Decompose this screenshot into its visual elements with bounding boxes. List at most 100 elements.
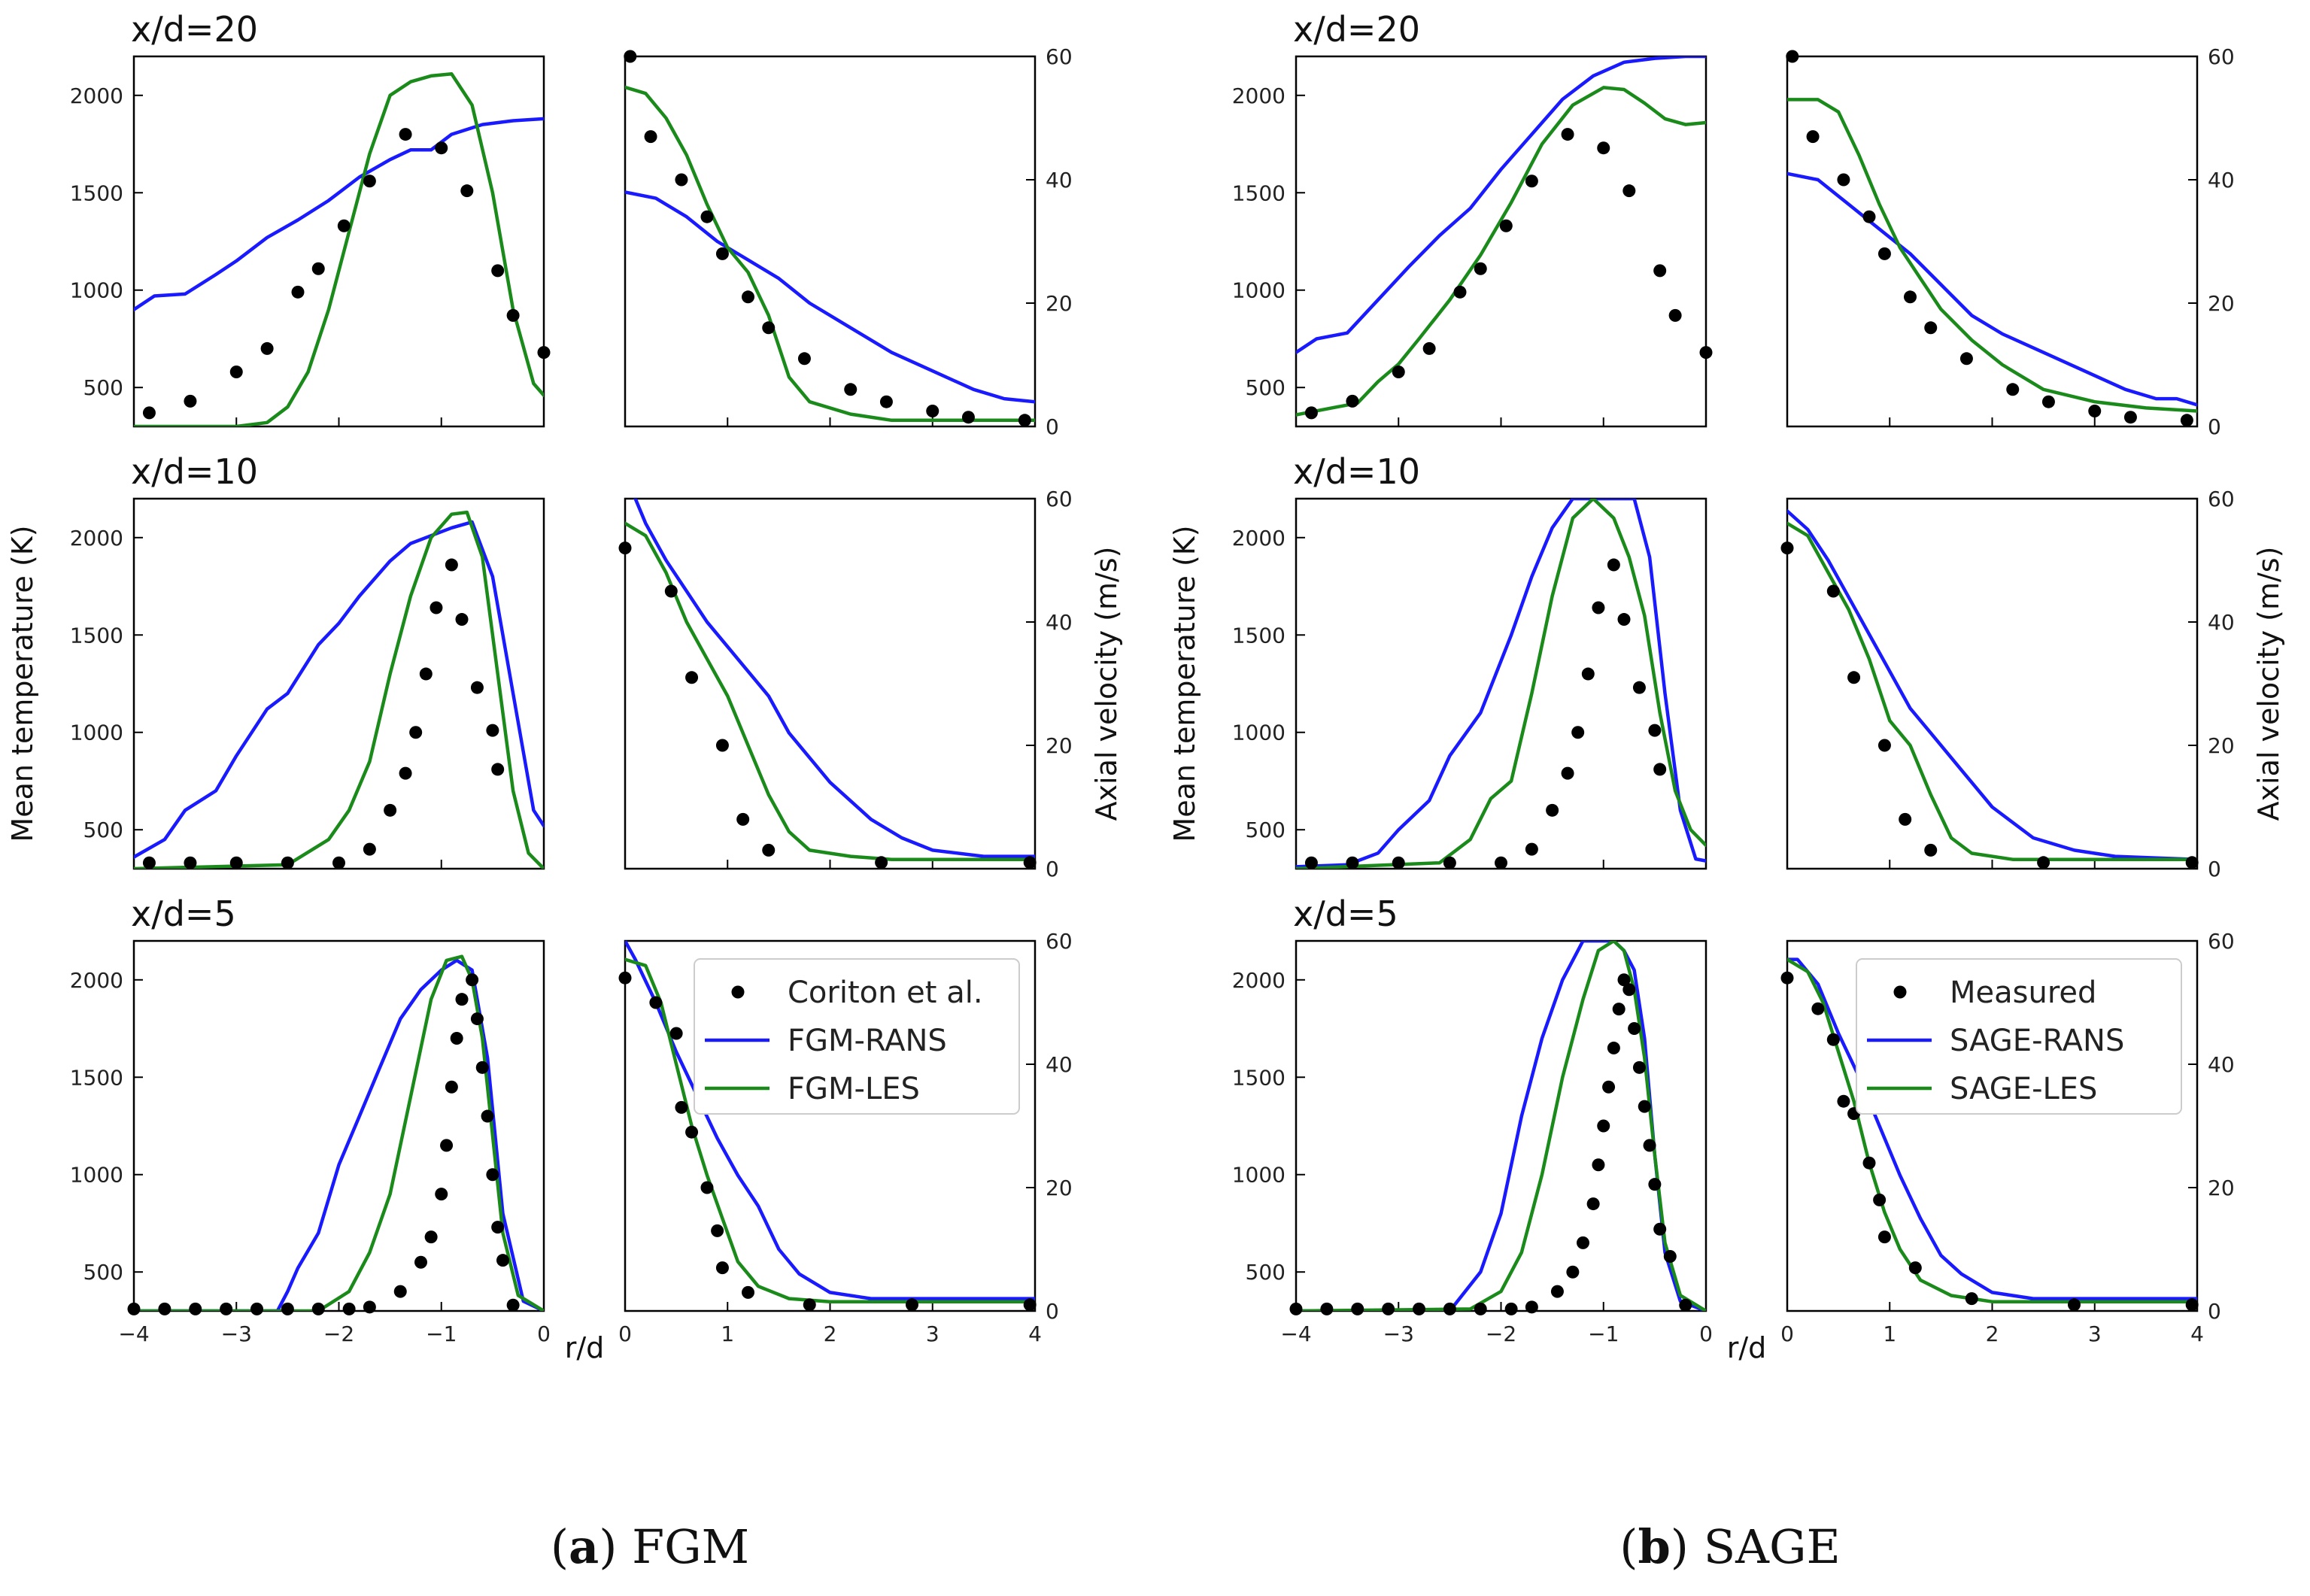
measured-point	[1877, 247, 1891, 260]
row-x-d-20: x/d=20 500 1000 1500 2000 0 20 40 60	[1232, 9, 2235, 439]
measured-point	[1304, 856, 1318, 869]
plot-frame	[624, 497, 1037, 870]
measured-point	[1862, 210, 1876, 223]
measured-point	[1622, 184, 1636, 198]
legend: Measured SAGE-RANS SAGE-LES	[1856, 958, 2182, 1115]
measured-point	[1571, 726, 1585, 739]
y-tick-label: 1000	[70, 278, 123, 303]
measured-point	[1811, 1002, 1825, 1015]
measured-point	[1392, 365, 1405, 378]
y-tick-label: 40	[2208, 1052, 2235, 1077]
measured-point	[486, 724, 499, 737]
measured-point	[715, 1261, 729, 1275]
plot-frame	[1295, 497, 1707, 870]
x-tick-label: −4	[118, 1321, 149, 1346]
caption-b: (b) SAGE	[1619, 1519, 1841, 1574]
measured-point	[455, 993, 469, 1006]
y-tick-label: 500	[83, 375, 123, 400]
measured-point	[1899, 812, 1912, 826]
measured-point	[455, 613, 469, 627]
series-group	[1787, 957, 2197, 1303]
series-rans-line	[134, 520, 544, 859]
measured-point	[445, 1080, 458, 1094]
x-tick-label: 0	[618, 1321, 632, 1346]
measured-point	[475, 1060, 489, 1074]
measured-point	[1699, 346, 1713, 360]
measured-point	[537, 346, 551, 360]
caption-a-label: a	[569, 1519, 599, 1574]
measured-point	[844, 383, 858, 396]
measured-point	[229, 365, 243, 378]
y-axis-title-velocity: Axial velocity (m/s)	[2252, 547, 2285, 821]
legend-box	[1856, 958, 2182, 1115]
x-tick-label: −2	[323, 1321, 354, 1346]
measured-point	[1546, 803, 1559, 817]
measured-point	[1443, 1302, 1456, 1315]
measured-point	[1837, 173, 1850, 187]
measured-point	[1643, 1139, 1656, 1152]
measured-point	[2037, 856, 2050, 869]
series-les-line	[625, 521, 1035, 861]
measured-point	[1550, 1285, 1564, 1298]
measured-point	[1607, 1041, 1620, 1054]
series-les-line	[1787, 98, 2197, 413]
y-tick-label: 1500	[70, 623, 123, 648]
y-tick-label: 20	[1046, 1176, 1073, 1200]
measured-point	[1504, 1302, 1518, 1315]
measured-point	[460, 184, 474, 198]
series-group	[1296, 941, 1706, 1311]
measured-point	[281, 1302, 294, 1315]
measured-point	[1320, 1302, 1334, 1315]
caption-b-label: b	[1638, 1519, 1670, 1574]
measured-point	[1023, 856, 1037, 869]
y-tick-label: 60	[1046, 44, 1073, 69]
y-tick-label: 40	[1046, 610, 1073, 635]
measured-point	[2006, 383, 2020, 396]
measured-point	[1617, 613, 1631, 627]
measured-point	[332, 856, 345, 869]
y-tick-label: 500	[83, 1260, 123, 1285]
y-tick-label: 60	[2208, 929, 2235, 954]
y-tick-label: 20	[2208, 291, 2235, 316]
x-tick-label: 2	[824, 1321, 837, 1346]
series-les-line	[1296, 499, 1706, 869]
measured-point	[363, 174, 376, 188]
caption-b-text: SAGE	[1704, 1519, 1841, 1574]
measured-point	[496, 1254, 509, 1267]
series-group	[625, 499, 1035, 861]
measured-point	[2185, 1298, 2199, 1312]
measured-point	[2123, 411, 2137, 424]
y-tick-label: 60	[2208, 44, 2235, 69]
measured-point	[1653, 264, 1667, 278]
y-tick-label: 0	[1046, 1299, 1059, 1324]
measured-point	[1346, 394, 1359, 408]
measured-point	[450, 1031, 463, 1045]
x-tick-label: 1	[1883, 1321, 1896, 1346]
temperature-plot: 500 1000 1500 2000	[70, 497, 545, 870]
measured-point	[260, 341, 274, 355]
measured-point	[624, 50, 637, 63]
series-rans-line	[625, 941, 1035, 1300]
y-tick-label: 0	[2208, 857, 2221, 881]
measured-point	[1289, 1302, 1303, 1315]
measured-point	[409, 726, 423, 739]
velocity-plot: 0 20 40 60 0 1 2 3 4	[1780, 929, 2235, 1346]
legend-label: FGM-LES	[788, 1072, 920, 1106]
measured-point	[649, 996, 663, 1009]
measured-point	[1924, 321, 1938, 335]
measured-point	[1566, 1265, 1580, 1279]
y-tick-label: 2000	[1232, 526, 1286, 551]
series-rans-line	[1787, 171, 2197, 407]
x-tick-label: −3	[1383, 1321, 1414, 1346]
y-tick-label: 1500	[1232, 181, 1286, 205]
measured-point	[1780, 542, 1794, 555]
y-tick-label: 0	[1046, 857, 1059, 881]
measured-point	[715, 739, 729, 752]
measured-point	[1413, 1302, 1425, 1315]
measured-point	[1612, 1003, 1625, 1016]
series-rans-line	[625, 190, 1035, 404]
series-rans-line	[633, 499, 1035, 858]
temperature-plot: 500 1000 1500 2000	[1232, 497, 1707, 870]
series-rans-line	[134, 958, 544, 1311]
